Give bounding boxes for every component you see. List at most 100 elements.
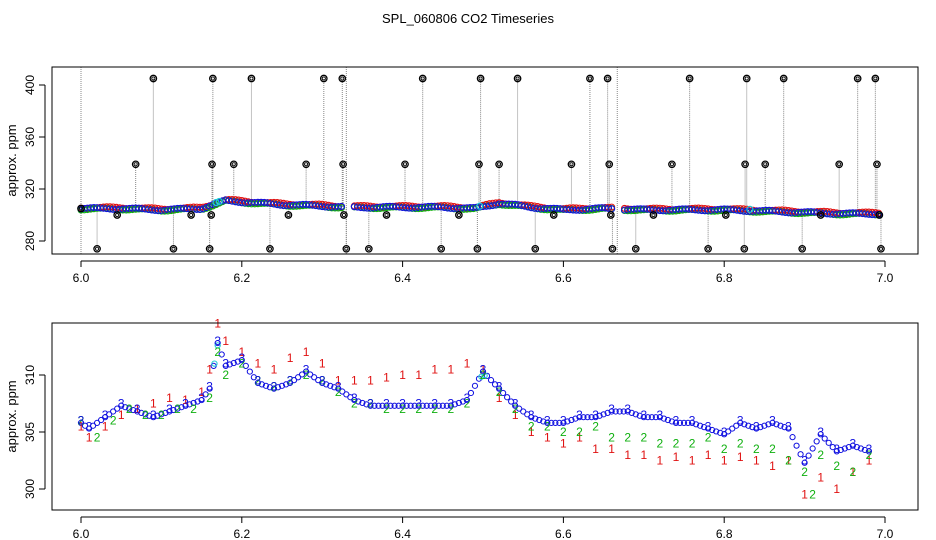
- top-spike-point-inner: [723, 212, 728, 218]
- bottom-data-point: [672, 419, 680, 426]
- top-spike-point-inner: [344, 246, 349, 251]
- bottom-series-3-marker: 3: [512, 397, 519, 411]
- bottom-x-tick-label: 6.8: [716, 527, 733, 540]
- bottom-series-1-marker: 1: [673, 450, 680, 464]
- bottom-series-2-marker: 2: [158, 408, 165, 422]
- top-spike-point-inner: [209, 212, 214, 218]
- top-spike-point: [455, 211, 463, 219]
- top-spike-point: [742, 74, 751, 83]
- bottom-data-point: [668, 418, 676, 425]
- bottom-data-point: [150, 414, 157, 421]
- top-spike-point: [704, 244, 712, 253]
- bottom-series-3-marker: 3: [118, 397, 125, 411]
- bottom-data-point: [857, 445, 864, 452]
- top-spike-point-inner: [384, 212, 389, 218]
- bottom-data-point: [548, 419, 555, 426]
- top-spike-point: [319, 74, 328, 83]
- top-spike-point-inner: [210, 162, 215, 167]
- top-spike-point: [364, 244, 373, 253]
- bottom-series-3-marker: 3: [464, 391, 471, 405]
- bottom-data-point: [805, 452, 812, 459]
- bottom-data-point: [688, 419, 696, 426]
- bottom-series-2-marker: 2: [753, 442, 760, 456]
- bottom-data-point: [359, 399, 366, 407]
- bottom-data-point: [745, 422, 752, 429]
- bottom-data-point: [701, 424, 708, 431]
- bottom-data-point: [262, 382, 270, 389]
- bottom-data-point: [395, 402, 402, 409]
- bottom-data-point: [640, 414, 647, 421]
- bottom-data-point: [528, 414, 535, 421]
- top-cyan-point: [476, 202, 484, 210]
- top-spike-point: [835, 160, 844, 169]
- bottom-series-3-marker: 3: [335, 379, 342, 393]
- bottom-series-2-marker: 2: [608, 431, 615, 445]
- bottom-data-point: [512, 402, 519, 409]
- bottom-y-tick-label: 310: [23, 365, 37, 385]
- bottom-series-3-marker: 3: [303, 362, 310, 376]
- bottom-data-point: [648, 414, 655, 421]
- bottom-series-3-marker: 3: [673, 414, 680, 428]
- bottom-data-point: [98, 416, 105, 424]
- bottom-x-axis: 6.0 6.2 6.4 6.6 6.8 7.0: [73, 516, 894, 540]
- bottom-series-3-marker: 3: [849, 436, 856, 450]
- bottom-data-point: [773, 421, 780, 428]
- bottom-data-point: [564, 418, 571, 425]
- top-spike-point-inner: [151, 76, 156, 81]
- top-spike-point-inner: [763, 162, 768, 167]
- bottom-data-point: [319, 379, 326, 387]
- bottom-data-point: [552, 419, 559, 426]
- top-spike-point-inner: [115, 212, 120, 218]
- top-spike-point-inner: [420, 76, 425, 81]
- bottom-data-point: [833, 448, 840, 455]
- bottom-data-point: [616, 408, 623, 415]
- bottom-series-2-marker: 2: [206, 391, 213, 405]
- bottom-data-point: [278, 382, 286, 389]
- bottom-data-point: [765, 421, 772, 428]
- bottom-series-1-marker: 1: [640, 448, 647, 462]
- bottom-series-2-marker: 2: [809, 488, 816, 502]
- bottom-data-point: [749, 424, 756, 431]
- top-spike-point: [205, 244, 214, 253]
- bottom-data-point: [443, 402, 450, 409]
- bottom-series-1-marker: 1: [833, 482, 840, 496]
- top-spike-point-inner: [687, 76, 692, 81]
- bottom-data-point: [825, 439, 832, 446]
- top-spike-point-inner: [286, 212, 291, 218]
- bottom-series-2-marker: 2: [640, 431, 647, 445]
- bottom-series-3-marker: 3: [399, 397, 406, 411]
- bottom-series-3-marker: 3: [206, 379, 213, 393]
- bottom-data-point: [431, 402, 438, 409]
- bottom-data-point: [809, 445, 816, 452]
- top-spike-point: [853, 74, 862, 83]
- top-spike-point: [761, 160, 770, 169]
- bottom-data-point: [403, 402, 410, 409]
- bottom-series-2-marker: 2: [849, 465, 856, 479]
- bottom-data-point: [258, 381, 265, 388]
- top-spike-point-inner: [706, 246, 711, 251]
- top-spike-point-inner: [873, 76, 878, 81]
- bottom-data-point: [797, 451, 804, 458]
- top-spike-point-inner: [533, 246, 538, 251]
- bottom-series-1-marker: 1: [431, 362, 438, 376]
- bottom-series-3-marker: 3: [496, 379, 503, 393]
- bottom-series-2-marker: 2: [769, 442, 776, 456]
- bottom-data-point: [355, 398, 362, 405]
- bottom-data-point: [801, 459, 808, 466]
- bottom-data-point: [323, 381, 330, 388]
- bottom-data-point: [705, 425, 712, 432]
- top-y-tick-label: 400: [23, 75, 37, 95]
- top-cyan-point: [212, 198, 220, 207]
- bottom-series-2-marker: 2: [560, 425, 567, 439]
- bottom-series-2-marker: 2: [657, 436, 664, 450]
- top-spike-point: [721, 211, 730, 219]
- bottom-data-point: [532, 415, 539, 422]
- bottom-data-point: [696, 422, 704, 429]
- bottom-data-point: [423, 402, 430, 409]
- top-spike-point: [93, 244, 101, 253]
- bottom-series-3-marker: 3: [817, 425, 824, 439]
- bottom-series-3-marker: 3: [287, 374, 294, 388]
- bottom-data-point: [636, 412, 643, 419]
- top-spike-point: [567, 160, 576, 169]
